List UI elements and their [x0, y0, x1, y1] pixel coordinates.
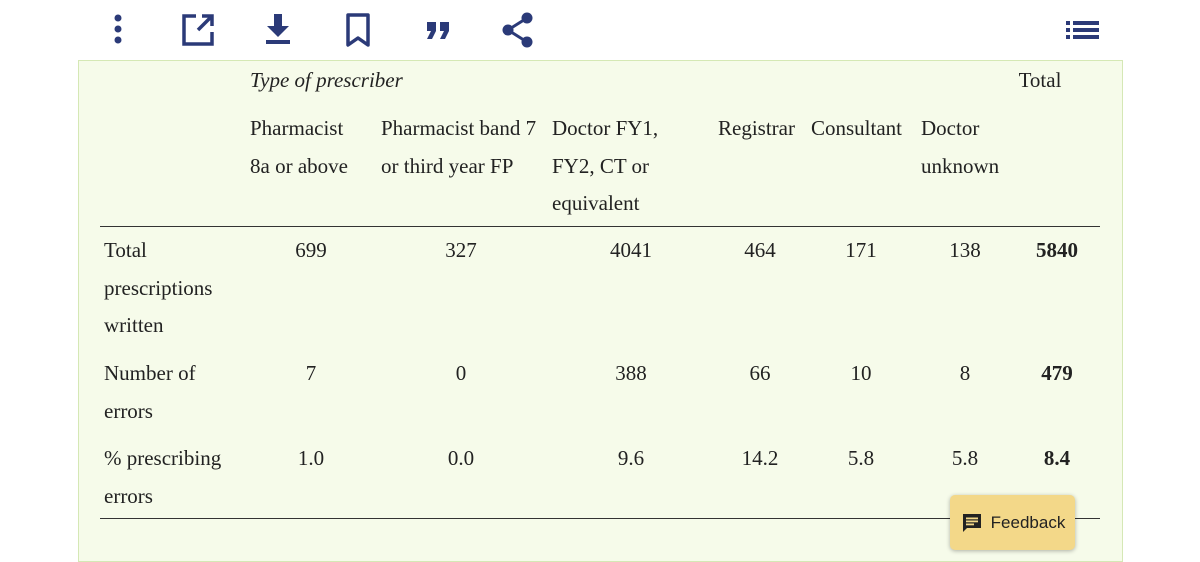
feedback-icon [962, 513, 981, 532]
cell: 1.0 [297, 446, 325, 470]
group-header: Type of prescriber [250, 68, 403, 92]
cite-icon[interactable] [418, 10, 458, 50]
cell: 388 [615, 361, 647, 385]
cell: 7 [305, 361, 317, 385]
row-label: Number of errors [104, 361, 196, 423]
column-header: Doctor FY1, FY2, CT or equivalent [552, 116, 659, 215]
cell: 464 [744, 238, 776, 262]
column-header: Pharmacist band 7 or third year FP [381, 116, 537, 178]
column-header: Pharmacist 8a or above [250, 116, 348, 178]
cell: 10 [850, 361, 872, 385]
cell: 0.0 [447, 446, 475, 470]
open-external-icon[interactable] [178, 10, 218, 50]
total-header: Total [1018, 68, 1062, 92]
cell: 9.6 [617, 446, 645, 470]
column-header: Doctor unknown [921, 116, 1000, 178]
cell: 5.8 [951, 446, 979, 470]
cell: 14.2 [741, 446, 779, 470]
contents-icon[interactable] [1062, 10, 1102, 50]
share-icon[interactable] [498, 10, 538, 50]
column-header: Consultant [811, 116, 903, 140]
cell: 4041 [610, 238, 652, 262]
download-icon[interactable] [258, 10, 298, 50]
row-label: Total prescriptions written [104, 238, 213, 337]
table-panel [78, 60, 1123, 562]
cell: 699 [295, 238, 327, 262]
feedback-label[interactable]: Feedback [990, 512, 1066, 532]
feedback-button[interactable]: Feedback [950, 495, 1075, 550]
cell: 327 [445, 238, 477, 262]
total-cell: 479 [1041, 361, 1073, 385]
row-label: % prescribing errors [104, 446, 222, 508]
bottom-rule [100, 518, 1100, 519]
header-rule [100, 226, 1100, 227]
cell: 66 [749, 361, 771, 385]
cell: 171 [845, 238, 877, 262]
more-menu-icon[interactable] [98, 10, 138, 50]
bookmark-icon[interactable] [338, 10, 378, 50]
cell: 8 [959, 361, 971, 385]
cell: 0 [455, 361, 467, 385]
column-header: Registrar [718, 116, 795, 140]
total-cell: 5840 [1036, 238, 1078, 262]
cell: 5.8 [847, 446, 875, 470]
cell: 138 [949, 238, 981, 262]
total-cell: 8.4 [1043, 446, 1071, 470]
